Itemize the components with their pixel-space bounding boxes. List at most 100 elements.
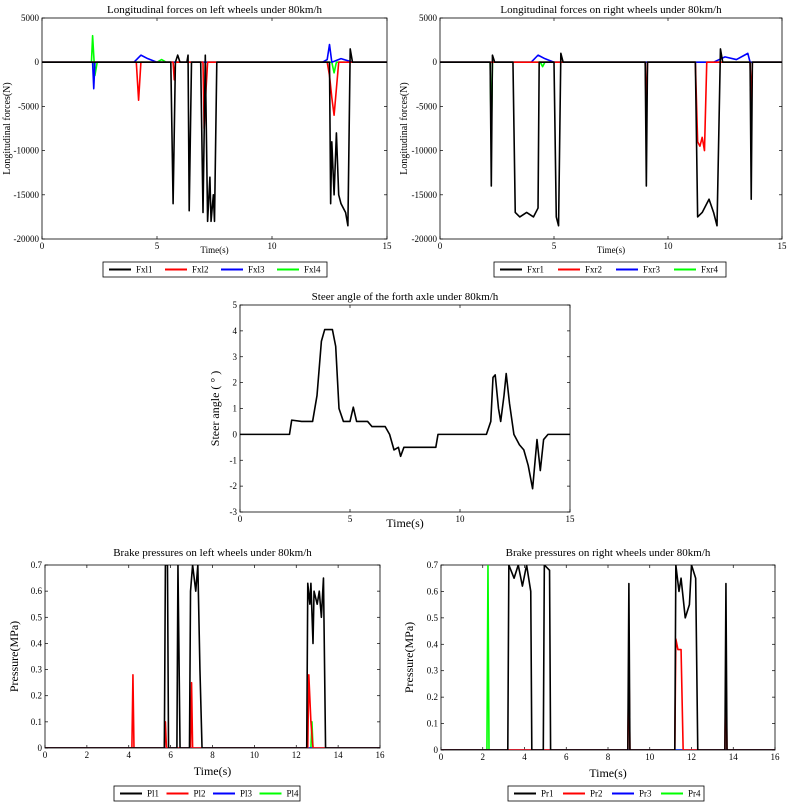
x-tick-label: 10 — [268, 241, 278, 251]
x-tick-label: 2 — [85, 750, 90, 760]
x-tick-label: 10 — [664, 241, 674, 251]
legend-label: Fxl4 — [304, 265, 321, 275]
y-axis-label: Pressure(MPa) — [402, 622, 416, 693]
x-tick-label: 0 — [439, 752, 444, 762]
legend-label: Pr3 — [639, 789, 652, 799]
y-tick-label: 3 — [233, 352, 238, 362]
x-axis-label: Time(s) — [200, 245, 228, 255]
chart-fl: Longitudinal forces on left wheels under… — [2, 4, 393, 278]
chart-title: Brake pressures on left wheels under 80k… — [113, 547, 312, 559]
legend: Pr1 Pr2 Pr3 Pr4 — [507, 785, 705, 802]
series-line-fxr3 — [440, 52, 782, 63]
y-tick-label: -15000 — [412, 190, 438, 200]
x-tick-label: 6 — [564, 752, 569, 762]
x-tick-label: 12 — [687, 752, 696, 762]
y-tick-label: 4 — [233, 326, 238, 336]
x-axis-label: Time(s) — [597, 245, 625, 255]
legend-label: Fxr2 — [585, 265, 602, 275]
x-axis-label: Time(s) — [589, 766, 627, 780]
series-group — [240, 328, 570, 490]
y-tick-label: 0.2 — [31, 691, 42, 701]
chart-title: Longitudinal forces on right wheels unde… — [500, 4, 722, 16]
y-tick-label: 0 — [38, 743, 43, 753]
x-tick-label: 0 — [43, 750, 48, 760]
x-tick-label: 16 — [771, 752, 781, 762]
legend-label: Pr1 — [541, 789, 554, 799]
legend: Pl1 Pl2 Pl3 Pl4 — [113, 785, 301, 802]
chart-pl: Brake pressures on left wheels under 80k… — [7, 547, 386, 802]
legend-label: Fxl2 — [192, 265, 209, 275]
chart-fr: Longitudinal forces on right wheels unde… — [399, 4, 787, 278]
x-tick-label: 5 — [348, 514, 353, 524]
y-tick-label: 0 — [433, 57, 438, 67]
y-tick-label: 0 — [35, 57, 40, 67]
legend-box — [113, 785, 301, 802]
y-tick-label: 0.2 — [427, 692, 438, 702]
y-tick-label: -10000 — [14, 146, 40, 156]
series-line-fxl4 — [42, 34, 387, 77]
x-tick-label: 8 — [606, 752, 611, 762]
x-tick-label: 10 — [645, 752, 655, 762]
x-tick-label: 0 — [438, 241, 443, 251]
series-line-steer-angle — [240, 328, 570, 490]
y-axis-label: Longitudinal forces(N) — [2, 82, 13, 174]
legend-box — [102, 261, 328, 278]
y-tick-label: -20000 — [14, 234, 40, 244]
chart-pr: Brake pressures on right wheels under 80… — [402, 547, 781, 802]
y-tick-label: 0.6 — [427, 586, 439, 596]
y-tick-label: 0 — [233, 429, 238, 439]
y-axis-label: Longitudinal forces(N) — [399, 82, 410, 174]
legend-label: Pl1 — [147, 789, 159, 799]
x-tick-label: 16 — [376, 750, 386, 760]
x-tick-label: 14 — [334, 750, 344, 760]
x-tick-label: 10 — [456, 514, 466, 524]
y-tick-label: 0.7 — [427, 560, 439, 570]
legend-label: Pl3 — [240, 789, 253, 799]
y-tick-label: 0.5 — [31, 612, 43, 622]
series-group — [45, 565, 380, 748]
x-tick-label: 12 — [292, 750, 301, 760]
legend-label: Fxr3 — [643, 265, 661, 275]
y-tick-label: -2 — [230, 481, 238, 491]
y-tick-label: 0.3 — [31, 665, 43, 675]
chart-st: Steer angle of the forth axle under 80km… — [208, 291, 575, 530]
series-group — [42, 34, 387, 227]
plot-frame — [439, 17, 783, 240]
x-axis-label: Time(s) — [386, 516, 424, 530]
y-tick-label: 0.1 — [427, 719, 438, 729]
series-group — [441, 565, 775, 750]
legend-label: Pl4 — [287, 789, 300, 799]
y-tick-label: -5000 — [18, 101, 39, 111]
series-line-pl4 — [45, 721, 380, 748]
series-line-pl2 — [45, 674, 380, 748]
legend-label: Fxl3 — [248, 265, 265, 275]
y-tick-label: 0.5 — [427, 613, 439, 623]
legend-label: Pl2 — [194, 789, 206, 799]
x-tick-label: 14 — [729, 752, 739, 762]
y-tick-label: 0.4 — [427, 639, 439, 649]
chart-title: Longitudinal forces on left wheels under… — [107, 4, 323, 16]
legend-box — [493, 261, 727, 278]
series-line-pr4 — [441, 565, 775, 750]
plot-frame — [44, 564, 381, 749]
y-tick-label: 5000 — [21, 13, 40, 23]
y-tick-label: 0.3 — [427, 666, 439, 676]
x-tick-label: 5 — [552, 241, 557, 251]
legend-label: Pr4 — [688, 789, 701, 799]
y-tick-label: -3 — [230, 507, 238, 517]
y-axis-label: Steer angle ( ° ) — [208, 371, 222, 446]
y-tick-label: 0 — [434, 745, 439, 755]
x-tick-label: 5 — [155, 241, 160, 251]
series-line-pl1 — [45, 565, 380, 748]
y-tick-label: -1 — [230, 455, 238, 465]
legend-label: Fxl1 — [136, 265, 153, 275]
legend-label: Fxr4 — [701, 265, 719, 275]
legend-label: Pr2 — [590, 789, 603, 799]
x-tick-label: 15 — [383, 241, 393, 251]
y-axis-label: Pressure(MPa) — [7, 621, 21, 692]
x-axis-label: Time(s) — [194, 764, 232, 778]
y-tick-label: -15000 — [14, 190, 40, 200]
x-tick-label: 0 — [238, 514, 243, 524]
series-line-pr1 — [441, 565, 775, 750]
